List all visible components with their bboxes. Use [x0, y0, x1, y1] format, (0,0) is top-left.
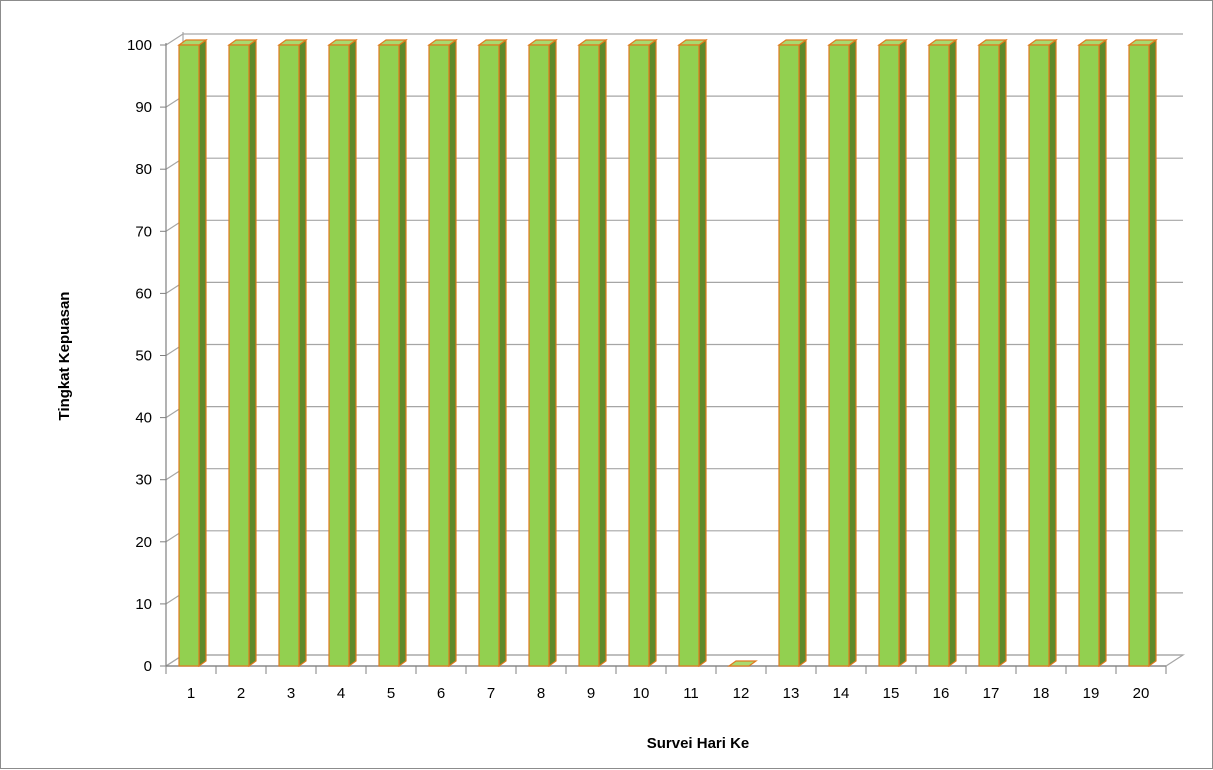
x-tick-label: 15: [883, 685, 900, 702]
bar-side: [598, 38, 607, 668]
bar: [577, 38, 608, 668]
bar: [527, 38, 558, 668]
bar-front: [228, 44, 250, 667]
bar: [1027, 38, 1058, 668]
bar-series: [177, 38, 1158, 668]
y-tick-label: 50: [135, 348, 152, 365]
bar: [727, 660, 758, 667]
bar-side: [798, 38, 807, 668]
x-tick-label: 2: [237, 685, 245, 702]
bar: [327, 38, 358, 668]
bar-front: [828, 44, 850, 667]
y-tick-label: 10: [135, 596, 152, 613]
bar-side: [648, 38, 657, 668]
bar-front: [1078, 44, 1100, 667]
x-tick-label: 12: [733, 685, 750, 702]
bar-top: [727, 660, 758, 667]
y-tick-label: 0: [144, 658, 152, 675]
y-tick-label: 80: [135, 161, 152, 178]
bar: [827, 38, 858, 668]
bar: [977, 38, 1008, 668]
x-axis-tick-labels: 1 2 3 4 5 6 7 8 9 10 11 12 13 14 15 16 17 18 19 20: [187, 685, 1150, 702]
bar: [177, 38, 208, 668]
bar-front: [578, 44, 600, 667]
bar-side: [898, 38, 907, 668]
bar: [627, 38, 658, 668]
bar-front: [278, 44, 300, 667]
bar-front: [428, 44, 450, 667]
bar-front: [678, 44, 700, 667]
x-tick-label: 16: [933, 685, 950, 702]
x-tick-label: 17: [983, 685, 1000, 702]
bar: [427, 38, 458, 668]
bar: [777, 38, 808, 668]
x-tick-label: 6: [437, 685, 445, 702]
bar: [677, 38, 708, 668]
bar-side: [448, 38, 457, 668]
x-tick-label: 19: [1083, 685, 1100, 702]
bar: [227, 38, 258, 668]
bar: [277, 38, 308, 668]
y-axis-title: Tingkat Kepuasan: [56, 292, 73, 421]
y-tick-label: 40: [135, 410, 152, 427]
y-tick-label: 20: [135, 534, 152, 551]
bar-front: [628, 44, 650, 667]
x-tick-label: 10: [633, 685, 650, 702]
bar-front: [778, 44, 800, 667]
x-tick-label: 14: [833, 685, 850, 702]
gridline-side: [165, 33, 184, 46]
bar-front: [178, 44, 200, 667]
bar-front: [1028, 44, 1050, 667]
bar-front: [978, 44, 1000, 667]
x-tick-label: 7: [487, 685, 495, 702]
bar: [477, 38, 508, 668]
bar-side: [948, 38, 957, 668]
bar-side: [198, 38, 207, 668]
bar: [877, 38, 908, 668]
bar: [377, 38, 408, 668]
x-tick-label: 18: [1033, 685, 1050, 702]
bar-side: [498, 38, 507, 668]
bar-front: [528, 44, 550, 667]
bar-side: [298, 38, 307, 668]
bar-side: [1148, 38, 1157, 668]
bar-side: [548, 38, 557, 668]
x-axis-title: Survei Hari Ke: [647, 735, 750, 752]
y-tick-label: 100: [127, 37, 152, 54]
x-tick-label: 8: [537, 685, 545, 702]
bar-front: [1128, 44, 1150, 667]
y-tick-label: 60: [135, 285, 152, 302]
x-tick-label: 5: [387, 685, 395, 702]
bar-front: [878, 44, 900, 667]
x-tick-label: 1: [187, 685, 195, 702]
bar-side: [998, 38, 1007, 668]
x-tick-label: 9: [587, 685, 595, 702]
x-tick-label: 4: [337, 685, 345, 702]
bar-side: [1048, 38, 1057, 668]
bar-side: [848, 38, 857, 668]
y-tick-label: 90: [135, 99, 152, 116]
bar-front: [928, 44, 950, 667]
bar-side: [398, 38, 407, 668]
x-tick-label: 13: [783, 685, 800, 702]
y-axis-tick-labels: 0 10 20 30 40 50 60 70 80 90 100: [127, 37, 152, 675]
bar-side: [1098, 38, 1107, 668]
x-tick-label: 11: [683, 685, 699, 702]
bar-front: [478, 44, 500, 667]
x-tick-label: 3: [287, 685, 295, 702]
y-tick-label: 70: [135, 223, 152, 240]
bar-side: [248, 38, 257, 668]
bar: [1127, 38, 1158, 668]
bar-front: [328, 44, 350, 667]
bar-side: [698, 38, 707, 668]
x-tick-label: 20: [1133, 685, 1150, 702]
bar-side: [348, 38, 357, 668]
bar: [927, 38, 958, 668]
bar: [1077, 38, 1108, 668]
bar-front: [378, 44, 400, 667]
y-tick-label: 30: [135, 472, 152, 489]
